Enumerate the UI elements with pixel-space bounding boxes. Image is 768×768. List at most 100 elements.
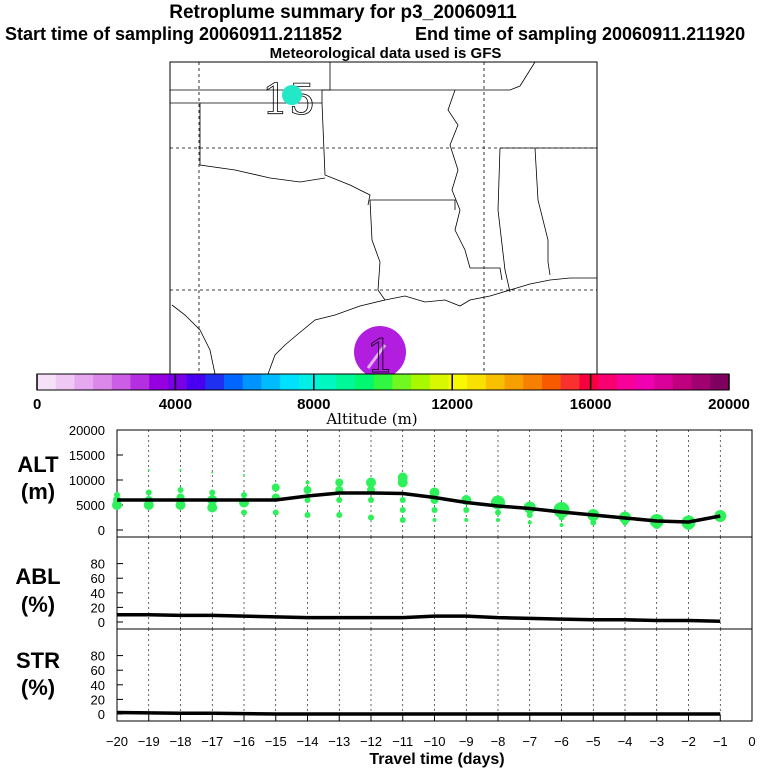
- scatter-point: [112, 500, 122, 510]
- x-tick-label: −18: [169, 734, 191, 749]
- scatter-point: [590, 519, 597, 526]
- state-border-line: [199, 103, 326, 183]
- state-border-line: [170, 62, 331, 104]
- scatter-point: [143, 500, 154, 510]
- y-tick-label: 40: [91, 678, 105, 693]
- state-border-line: [370, 199, 456, 210]
- colorbar-swatch: [485, 374, 506, 390]
- colorbar-swatch: [149, 374, 169, 390]
- x-tick-label: −6: [554, 734, 569, 749]
- y-tick-label: 20000: [69, 423, 105, 438]
- scatter-point: [336, 512, 343, 518]
- state-border-line: [534, 147, 551, 276]
- colorbar-swatch: [504, 374, 524, 390]
- colorbar-swatch: [242, 374, 262, 390]
- scatter-point: [399, 507, 406, 513]
- colorbar-label: Altitude (m): [325, 410, 417, 428]
- scatter-point: [496, 518, 500, 522]
- state-border-line: [369, 199, 386, 301]
- river-line: [447, 89, 471, 269]
- colorbar-swatch: [710, 374, 730, 390]
- colorbar-tick-label: 20000: [708, 396, 750, 413]
- panel-ylabel: (%): [21, 675, 55, 700]
- colorbar-tick-label: 8000: [297, 396, 330, 413]
- x-tick-label: −9: [459, 734, 474, 749]
- x-tick-label: −8: [491, 734, 506, 749]
- chart-title: Retroplume summary for p3_20060911: [169, 2, 517, 23]
- colorbar-tick-labels: 0 4000 8000 12000 16000 20000: [33, 374, 750, 413]
- colorbar-swatch: [74, 374, 94, 390]
- colorbar-swatch: [130, 374, 150, 390]
- scatter-point: [209, 489, 216, 496]
- y-tick-label: 20: [91, 600, 105, 615]
- scatter-point: [622, 519, 628, 526]
- series-line: [117, 491, 721, 524]
- x-axis-label: Travel time (days): [369, 751, 504, 768]
- scatter-point: [399, 497, 406, 503]
- y-tick-label: 80: [91, 557, 105, 572]
- scatter-point: [241, 492, 247, 498]
- scatter-point: [431, 507, 438, 513]
- coastline: [267, 299, 386, 375]
- colorbar-tick-label: 12000: [431, 396, 473, 413]
- x-tick-label: −4: [618, 734, 633, 749]
- x-tick-label: −2: [681, 734, 696, 749]
- met-data-label: Meteorological data used is GFS: [269, 45, 502, 62]
- y-tick-label: 60: [91, 571, 105, 586]
- state-border-line: [497, 147, 511, 293]
- colorbar-tick-label: 4000: [159, 396, 192, 413]
- scatter-point: [526, 512, 533, 518]
- series-line: [116, 710, 721, 716]
- scatter-point: [397, 477, 408, 488]
- scatter-point: [429, 487, 440, 498]
- map-frame: [169, 61, 598, 375]
- scatter-point: [495, 509, 501, 516]
- scatter-point: [527, 520, 532, 525]
- colorbar-swatch: [261, 374, 281, 390]
- scatter-point: [368, 497, 374, 503]
- y-tick-label: 40: [91, 586, 105, 601]
- panel-ylabel: (%): [21, 592, 55, 617]
- x-tick-label: −17: [201, 734, 223, 749]
- x-axis-ticks: −20 −19 −18 −17 −16 −15 −14 −13 −12 −11 −10 −9 −8 −7−…: [106, 715, 756, 749]
- scatter-point: [179, 469, 182, 471]
- colorbar-swatch: [523, 374, 543, 390]
- map-panel: 15 1: [169, 61, 598, 383]
- colorbar-swatch: [541, 374, 562, 390]
- colorbar-swatch: [298, 374, 319, 390]
- colorbar-tick-label: 0: [33, 396, 41, 413]
- y-tick-label: 20: [91, 692, 105, 707]
- panel-alt: 0 5000 10000 15000 20000 ALT(m): [17, 423, 753, 538]
- x-tick-label: −12: [360, 734, 382, 749]
- colorbar-swatch: [654, 374, 674, 390]
- scatter-point: [177, 487, 184, 493]
- map-borders: [170, 61, 597, 375]
- scatter-point: [559, 523, 564, 527]
- colorbar-swatch: [55, 374, 75, 390]
- panel-ylabel: ABL: [15, 564, 60, 589]
- panel-ylabel: ALT: [17, 452, 59, 477]
- x-tick-label: −5: [586, 734, 601, 749]
- y-tick-label: 10000: [69, 473, 105, 488]
- time-series-panels: 05000100001500020000ALT(m)020406080ABL(%…: [15, 423, 753, 722]
- scatter-point: [241, 509, 247, 516]
- scatter-point: [336, 497, 343, 503]
- colorbar-swatch: [411, 374, 431, 390]
- y-tick-label: 5000: [76, 498, 105, 513]
- x-tick-label: −20: [106, 734, 128, 749]
- x-tick-label: −3: [649, 734, 664, 749]
- scatter-point: [305, 480, 310, 485]
- scatter-point: [272, 509, 279, 516]
- x-tick-label: 0: [748, 734, 755, 749]
- scatter-point: [303, 486, 312, 494]
- scatter-point: [175, 500, 186, 510]
- y-tick-label: 15000: [69, 448, 105, 463]
- plume-marker-day15: [282, 85, 302, 105]
- colorbar-swatch: [317, 374, 337, 390]
- scatter-point: [684, 522, 693, 530]
- y-tick-label: 60: [91, 663, 105, 678]
- scatter-point: [463, 507, 470, 513]
- y-tick-label: 80: [91, 649, 105, 664]
- scatter-point: [211, 471, 214, 474]
